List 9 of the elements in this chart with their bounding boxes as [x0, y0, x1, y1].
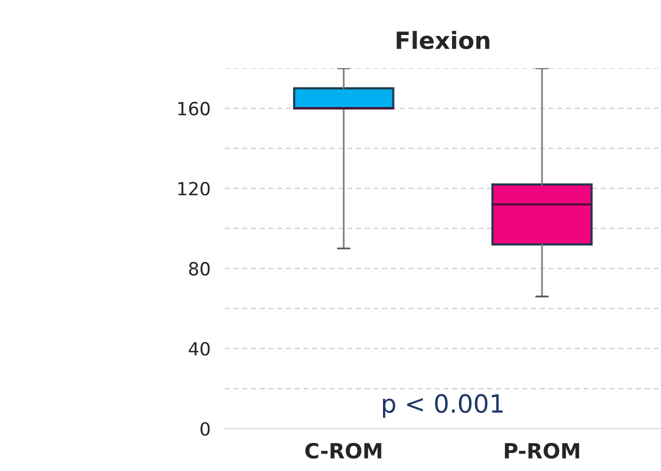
- x-tick-label: P-ROM: [504, 442, 580, 459]
- x-tick-label: C-ROM: [305, 442, 382, 459]
- chart-title: Flexion: [396, 30, 490, 50]
- y-tick-label: 160: [178, 102, 210, 116]
- y-tick-label: 80: [189, 262, 210, 276]
- y-tick-label: 0: [200, 422, 210, 436]
- y-tick-label: 120: [178, 182, 210, 196]
- annotation: p < 0.001: [383, 394, 503, 418]
- y-tick-label: 40: [188, 342, 210, 356]
